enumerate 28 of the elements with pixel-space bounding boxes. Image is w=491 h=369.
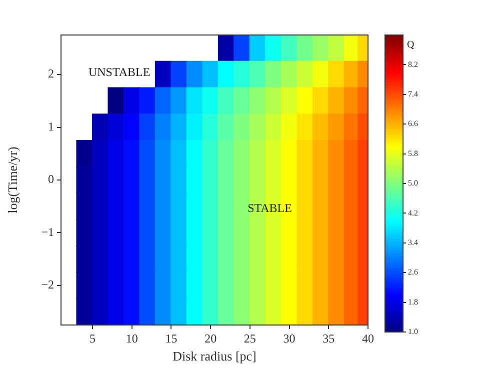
x-tick-label: 15 <box>165 331 178 346</box>
annotation: UNSTABLE <box>88 64 150 79</box>
x-tick-label: 35 <box>322 331 335 346</box>
y-tick-label: 0 <box>48 172 54 186</box>
x-tick-label: 5 <box>89 331 96 346</box>
color-bar-label: 1.8 <box>408 297 418 306</box>
x-axis-title: Disk radius [pc] <box>172 348 256 364</box>
x-tick-label: 25 <box>244 331 256 346</box>
y-tick-label: −2 <box>41 278 54 292</box>
y-tick-label: 2 <box>48 66 54 81</box>
color-bar-label: 5.8 <box>408 148 418 158</box>
color-bar-label: 7.4 <box>408 89 418 98</box>
y-tick-label: 1 <box>48 119 54 134</box>
x-tick-label: 10 <box>126 331 138 346</box>
y-axis-title: log(Time/yr) <box>5 146 20 214</box>
y-tick-label: −1 <box>41 224 54 239</box>
color-bar-label: 3.4 <box>408 238 418 247</box>
color-bar-label: 5.0 <box>408 178 418 188</box>
color-bar-title: Q <box>407 40 415 51</box>
annotation: STABLE <box>248 201 292 216</box>
color-bar-label: 8.2 <box>408 60 418 69</box>
x-tick-label: 40 <box>362 331 374 346</box>
color-bar-label: 6.6 <box>408 119 418 128</box>
color-bar-label: 1.0 <box>408 327 418 336</box>
x-tick-label: 30 <box>283 331 296 346</box>
x-tick-label: 20 <box>204 331 217 346</box>
color-bar-label: 4.2 <box>408 208 418 218</box>
color-bar-label: 2.6 <box>408 268 418 277</box>
